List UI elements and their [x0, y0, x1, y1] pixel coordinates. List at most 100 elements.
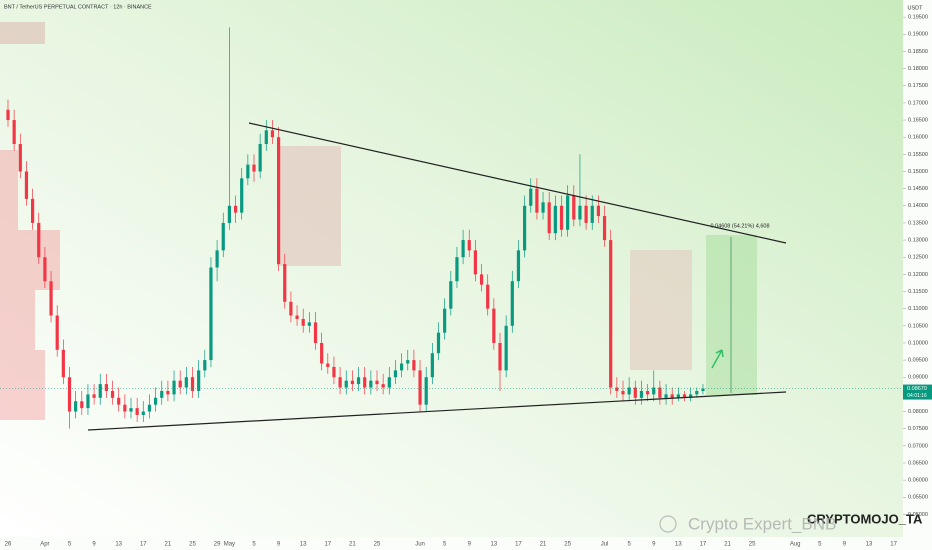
- candle-body: [301, 318, 305, 326]
- y-tick-label: 0.19000: [908, 32, 928, 38]
- candle-body: [596, 205, 600, 217]
- candle-body: [141, 411, 145, 415]
- chart-title: BNT / TetherUS PERPETUAL CONTRACT · 12h …: [4, 4, 152, 10]
- candle-body: [246, 164, 250, 179]
- candle-body: [375, 380, 379, 385]
- x-tick-label: Apr: [40, 542, 49, 548]
- candle-body: [135, 408, 139, 415]
- plot-background: [0, 0, 903, 537]
- candle-body: [74, 401, 78, 412]
- candle-body: [689, 394, 693, 398]
- candle-body: [639, 390, 644, 398]
- candle-body: [289, 301, 293, 316]
- candle-body: [430, 353, 434, 378]
- candle-body: [369, 380, 373, 388]
- candle-body: [461, 240, 465, 258]
- x-tick-label: Jun: [415, 542, 425, 548]
- x-tick-label: 5: [443, 542, 447, 548]
- time-axis-background: [0, 537, 903, 550]
- candle-body: [602, 216, 607, 241]
- candle-body: [86, 394, 90, 409]
- candle-body: [676, 394, 680, 398]
- candle-body: [350, 380, 354, 385]
- candle-body: [590, 205, 594, 223]
- candle-body: [252, 164, 256, 172]
- last-price-label: 0.08670: [907, 386, 927, 392]
- candle-body: [695, 390, 699, 395]
- y-tick-label: 0.16500: [908, 117, 928, 123]
- y-tick-label: 0.05500: [908, 495, 928, 501]
- candle-body: [67, 377, 72, 412]
- x-tick-label: 25: [749, 542, 756, 548]
- candle-body: [584, 205, 588, 223]
- candle-body: [184, 377, 188, 388]
- candle-body: [621, 390, 625, 395]
- x-tick-label: 9: [843, 542, 847, 548]
- candle-body: [633, 387, 637, 398]
- x-tick-label: 5: [68, 542, 72, 548]
- candle-body: [166, 390, 170, 395]
- candle-body: [658, 387, 662, 398]
- candle-body: [320, 342, 324, 364]
- y-tick-label: 0.12000: [908, 272, 928, 278]
- candle-body: [424, 377, 428, 405]
- candle-body: [566, 195, 570, 230]
- candle-body: [104, 384, 108, 391]
- candle-body: [197, 370, 201, 391]
- candle-body: [498, 342, 502, 371]
- y-tick-label: 0.18500: [908, 49, 928, 55]
- trendline-lower: [87, 391, 787, 431]
- y-tick-label: 0.06500: [908, 460, 928, 466]
- candle-body: [283, 264, 287, 302]
- y-tick-label: 0.11500: [908, 289, 927, 295]
- y-tick-label: 0.09000: [908, 375, 928, 381]
- candle-body: [670, 394, 674, 398]
- candle-body: [344, 380, 348, 388]
- candle-body: [443, 308, 447, 333]
- candle-body: [516, 250, 521, 282]
- candle-body: [615, 387, 619, 391]
- candle-body: [117, 397, 121, 405]
- y-tick-label: 0.07000: [908, 443, 928, 449]
- y-tick-label: 0.08000: [908, 409, 928, 415]
- candle-body: [307, 322, 311, 326]
- x-tick-label: 29: [214, 542, 221, 548]
- candle-body: [381, 384, 385, 388]
- candle-body: [61, 349, 65, 378]
- candle-body: [233, 205, 238, 213]
- x-tick-label: Aug: [790, 542, 801, 548]
- y-tick-label: 0.10500: [908, 323, 928, 329]
- x-tick-label: 13: [491, 542, 498, 548]
- x-tick-label: 17: [140, 542, 147, 548]
- candle-body: [160, 390, 164, 398]
- candle-body: [147, 404, 152, 412]
- x-tick-label: 21: [165, 542, 172, 548]
- y-tick-label: 0.09500: [908, 358, 928, 364]
- candle-body: [123, 404, 127, 412]
- x-tick-label: 26: [5, 542, 12, 548]
- candle-body: [295, 315, 299, 319]
- supply-zone: [630, 250, 692, 370]
- candle-body: [55, 315, 59, 350]
- x-tick-label: 9: [277, 542, 281, 548]
- x-tick-label: 13: [115, 542, 122, 548]
- y-tick-label: 0.15500: [908, 152, 928, 158]
- y-tick-label: 0.14500: [908, 186, 928, 192]
- candle-body: [418, 370, 422, 405]
- candle-body: [209, 267, 213, 361]
- watermark: Crypto Expert_BNB: [688, 514, 836, 533]
- candle-body: [313, 322, 318, 343]
- supply-zone: [277, 146, 341, 266]
- y-tick-label: 0.15000: [908, 169, 928, 175]
- candle-body: [436, 332, 441, 354]
- x-tick-label: 17: [700, 542, 707, 548]
- candle-body: [535, 188, 539, 213]
- x-tick-label: 21: [540, 542, 547, 548]
- candle-body: [467, 240, 471, 251]
- x-tick-label: 13: [675, 542, 682, 548]
- candle-body: [110, 390, 115, 398]
- candle-body: [406, 360, 410, 364]
- candle-body: [277, 137, 281, 265]
- x-tick-label: 5: [627, 542, 631, 548]
- y-tick-label: 0.13000: [908, 238, 928, 244]
